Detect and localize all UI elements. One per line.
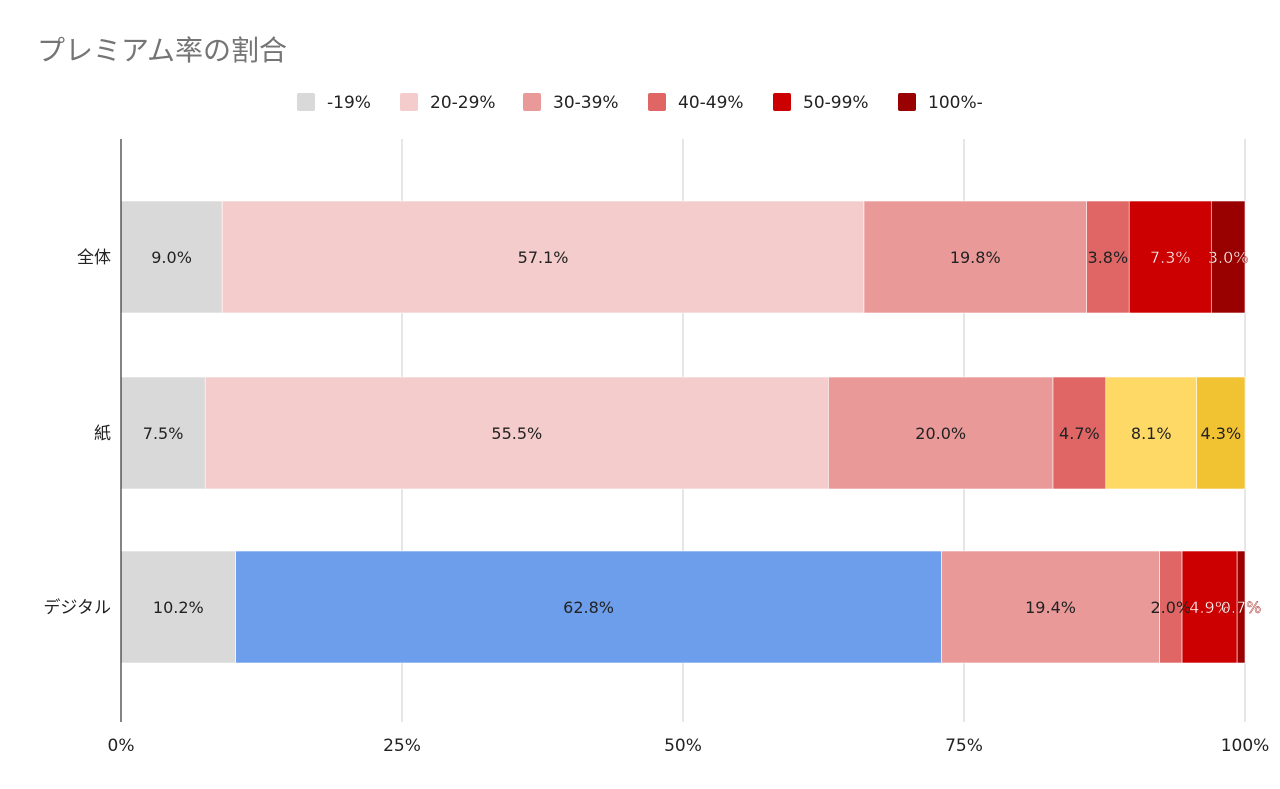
data-label: 10.2% — [153, 598, 204, 617]
legend-label: 40-49% — [678, 93, 744, 113]
legend-swatch — [648, 93, 666, 111]
bar-segment — [1086, 200, 1130, 314]
data-label: 55.5% — [491, 424, 542, 443]
bar-segment — [1052, 376, 1107, 490]
bar-segment — [1210, 200, 1246, 314]
legend-swatch — [773, 93, 791, 111]
bar-segment — [120, 550, 236, 664]
data-label: 9.0% — [151, 248, 192, 267]
data-label: 19.4% — [1025, 598, 1076, 617]
data-label: 62.8% — [563, 598, 614, 617]
x-tick-label: 25% — [383, 736, 421, 756]
data-label: 19.8% — [950, 248, 1001, 267]
bar-segment — [221, 200, 865, 314]
bar-segment — [235, 550, 942, 664]
chart-title: プレミアム率の割合 — [37, 34, 287, 67]
data-label: 7.3% — [1150, 248, 1191, 267]
bar-segment — [1196, 376, 1246, 490]
x-tick-label: 0% — [108, 736, 135, 756]
bar-segment — [828, 376, 1054, 490]
legend-swatch — [400, 93, 418, 111]
x-tick-label: 100% — [1221, 736, 1270, 756]
legend: -19% 20-29% 30-39% 40-49% 50-99% 100%- — [297, 93, 983, 113]
legend-swatch — [898, 93, 916, 111]
data-label: 0.7% — [1221, 598, 1262, 617]
bar-segment — [863, 200, 1087, 314]
data-label: 20.0% — [915, 424, 966, 443]
category-label: デジタル — [43, 597, 111, 618]
x-tick-label: 50% — [664, 736, 702, 756]
legend-label: 20-29% — [430, 93, 496, 113]
legend-label: 50-99% — [803, 93, 869, 113]
data-label: 4.3% — [1201, 424, 1242, 443]
data-labels: 9.0% 57.1% 19.8% 3.8% 7.3% 3.0% 7.5% 55.5% 20.0%… — [143, 248, 1262, 617]
data-label: 4.9% — [1189, 598, 1230, 617]
data-label: 2.0% — [1150, 598, 1191, 617]
data-label: 8.1% — [1131, 424, 1172, 443]
legend-swatch — [297, 93, 315, 111]
data-label: 3.8% — [1088, 248, 1129, 267]
bar-segment — [120, 376, 206, 490]
bar-segment — [120, 200, 223, 314]
bar-segment — [1181, 550, 1238, 664]
legend-swatch — [523, 93, 541, 111]
bar-segment — [1105, 376, 1198, 490]
legend-label: 100%- — [928, 93, 983, 113]
x-tick-label: 75% — [945, 736, 983, 756]
category-label: 全体 — [77, 248, 111, 268]
data-label: 57.1% — [518, 248, 569, 267]
legend-label: 30-39% — [553, 93, 619, 113]
data-label: 4.7% — [1059, 424, 1100, 443]
data-label: 3.0% — [1208, 248, 1249, 267]
bars — [120, 200, 1246, 664]
bar-segment — [1128, 200, 1212, 314]
category-label: 紙 — [94, 424, 111, 444]
data-label: 7.5% — [143, 424, 184, 443]
legend-label: -19% — [327, 93, 371, 113]
bar-segment — [1236, 550, 1246, 664]
